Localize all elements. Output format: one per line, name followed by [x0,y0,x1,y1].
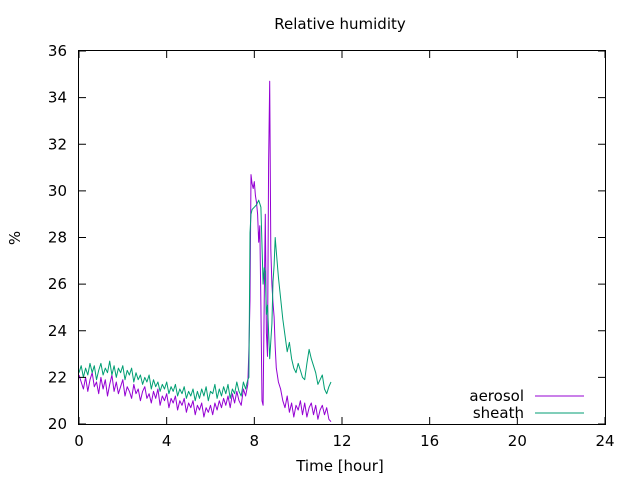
y-axis: 20 22 24 26 28 30 32 34 36 [48,42,605,433]
x-tick-label: 20 [508,432,527,450]
y-tick-label: 34 [48,89,67,107]
plot-area [78,80,332,423]
y-tick-label: 36 [48,42,67,60]
y-tick-label: 20 [48,415,67,433]
series-line-sheath [78,199,332,402]
y-tick-label: 28 [48,229,67,247]
y-tick-label: 26 [48,275,67,293]
y-tick-label: 22 [48,368,67,386]
series-line-aerosol [78,80,332,423]
y-tick-label: 24 [48,322,67,340]
x-tick-label: 0 [74,432,84,450]
legend-label-sheath: sheath [473,404,524,422]
y-tick-label: 30 [48,182,67,200]
chart-title: Relative humidity [274,15,406,33]
x-tick-label: 4 [162,432,172,450]
plot-frame [78,50,606,425]
legend-label-aerosol: aerosol [469,387,524,405]
x-axis: 0 4 8 12 16 20 24 [74,51,615,450]
y-tick-label: 32 [48,135,67,153]
x-tick-label: 8 [250,432,260,450]
x-axis-label: Time [hour] [295,457,384,475]
x-tick-label: 12 [332,432,351,450]
x-tick-label: 24 [595,432,614,450]
x-tick-label: 16 [420,432,439,450]
y-axis-label: % [6,231,24,245]
